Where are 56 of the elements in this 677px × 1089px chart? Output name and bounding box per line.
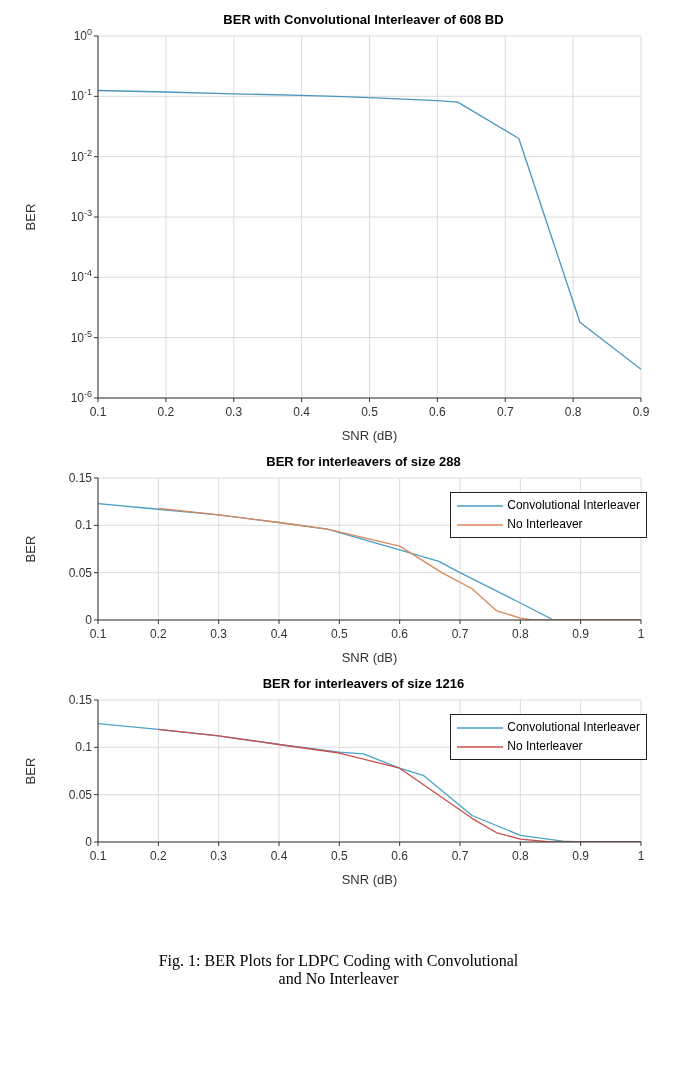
chart-title: BER for interleavers of size 288: [265, 454, 462, 470]
x-tick-label: 0.7: [496, 405, 514, 419]
chart-title: BER for interleavers of size 1216: [261, 676, 466, 692]
y-tick-label: 0.05: [68, 787, 93, 802]
y-tick-label: 0: [85, 835, 93, 849]
y-tick-label: 0: [85, 613, 93, 627]
legend-label: Convolutional Interleaver: [507, 497, 640, 514]
x-axis-title: SNR (dB): [341, 872, 398, 887]
y-tick-label: 10$^{-4}$: [70, 268, 92, 285]
y-tick-label: 10$^{-6}$: [70, 389, 92, 405]
y-tick-label: 10$^{-3}$: [70, 208, 92, 224]
x-tick-label: 0.3: [225, 405, 243, 419]
legend-label: No Interleaver: [507, 516, 583, 533]
x-tick-label: 0.2: [157, 405, 175, 419]
x-tick-label: 0.5: [330, 627, 348, 641]
x-tick-label: 0.8: [511, 849, 529, 863]
legend-label: No Interleaver: [507, 738, 583, 755]
y-tick-label: 0.15: [68, 693, 93, 707]
x-tick-label: 0.7: [451, 627, 469, 641]
x-tick-label: 0.6: [429, 405, 447, 419]
x-tick-label: 0.6: [391, 849, 409, 863]
chart-title: BER with Convolutional Interleaver of 608 BD: [222, 12, 505, 28]
x-tick-label: 0.9: [572, 849, 590, 863]
y-tick-label: 0.1: [75, 518, 93, 533]
y-tick-label: 10$^{-2}$: [70, 147, 92, 164]
y-tick-label: 10$^{0}$: [73, 27, 92, 43]
x-tick-label: 0.7: [451, 849, 469, 863]
legend-label: Convolutional Interleaver: [507, 719, 640, 736]
x-tick-label: 0.4: [270, 849, 288, 863]
x-tick-label: 0.9: [572, 627, 590, 641]
x-tick-label: 0.3: [210, 849, 228, 863]
caption: Fig. 1: BER Plots for LDPC Coding with Convolutional and No Interleaver: [158, 952, 519, 988]
y-tick-label: 0.1: [75, 740, 93, 755]
x-axis-title: SNR (dB): [341, 428, 398, 443]
y-tick-label: 10$^{-5}$: [70, 328, 92, 345]
x-tick-label: 0.8: [564, 405, 582, 419]
x-tick-label: 1: [637, 849, 645, 863]
x-tick-label: 0.4: [293, 405, 311, 419]
x-tick-label: 0.2: [149, 627, 167, 641]
y-axis-title: BER: [22, 757, 38, 785]
x-tick-label: 0.9: [632, 405, 650, 419]
line-series: [98, 89, 641, 370]
x-tick-label: 1: [637, 627, 645, 641]
x-tick-label: 0.3: [210, 627, 228, 641]
x-tick-label: 0.8: [511, 627, 529, 641]
y-tick-label: 0.15: [68, 471, 93, 485]
x-tick-label: 0.5: [330, 849, 348, 863]
y-tick-label: 10$^{-1}$: [70, 87, 92, 104]
x-axis-title: SNR (dB): [341, 650, 398, 665]
y-axis-title: BER: [22, 203, 38, 231]
x-tick-label: 0.5: [361, 405, 379, 419]
y-tick-label: 0.05: [68, 565, 93, 580]
x-tick-label: 0.2: [149, 849, 167, 863]
x-tick-label: 0.6: [391, 627, 409, 641]
y-axis-title: BER: [22, 535, 38, 563]
x-tick-label: 0.4: [270, 627, 288, 641]
